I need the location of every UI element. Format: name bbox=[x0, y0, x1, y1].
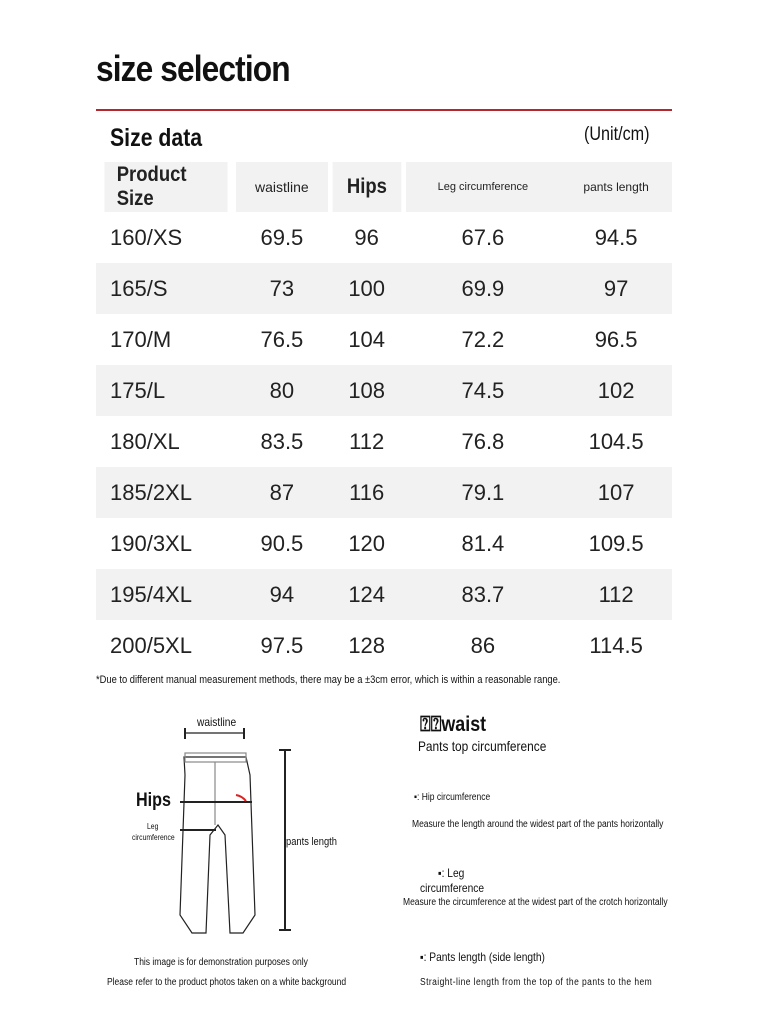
demo-note: This image is for demonstration purposes… bbox=[134, 957, 308, 968]
unit-label: (Unit/cm) bbox=[584, 124, 650, 145]
table-cell: 69.5 bbox=[260, 224, 304, 250]
table-row: 165/S 73 100 69.9 97 bbox=[96, 263, 672, 314]
disclaimer: *Due to different manual measurement met… bbox=[96, 674, 561, 686]
leg-label-2: circumference bbox=[132, 833, 175, 842]
hip-desc: Measure the length around the widest par… bbox=[412, 819, 664, 830]
table-cell: 190/3XL bbox=[110, 530, 192, 556]
table-cell: 102 bbox=[560, 365, 672, 416]
table-cell: 200/5XL bbox=[110, 632, 192, 658]
header-cell: waistline bbox=[236, 162, 328, 212]
table-cell: 96.5 bbox=[594, 326, 638, 352]
table-cell: 76.8 bbox=[461, 428, 505, 454]
table-cell: 112 bbox=[349, 428, 385, 454]
leg-title: ▪: Leg bbox=[438, 866, 465, 880]
table-cell: 112 bbox=[560, 569, 672, 620]
table-row: 195/4XL 94 124 83.7 112 bbox=[96, 569, 672, 620]
table-cell: 170/M bbox=[110, 326, 172, 352]
table-cell: 80 bbox=[236, 365, 328, 416]
table-row: 160/XS 69.5 96 67.6 94.5 bbox=[96, 212, 672, 263]
table-cell: 97 bbox=[560, 263, 672, 314]
table-row: 170/M 76.5 104 72.2 96.5 bbox=[96, 314, 672, 365]
table-cell: 69.9 bbox=[405, 263, 561, 314]
table-cell: 94.5 bbox=[594, 224, 638, 250]
table-header: Product Size waistline Hips Leg circumfe… bbox=[96, 162, 672, 212]
header-cell: pants length bbox=[560, 162, 672, 212]
hip-title: ▪: Hip circumference bbox=[414, 792, 491, 803]
table-cell: 90.5 bbox=[260, 530, 304, 556]
pants-diagram-icon bbox=[179, 728, 291, 934]
table-cell: 96 bbox=[354, 224, 379, 250]
header-cell: Hips bbox=[332, 162, 401, 212]
table-cell: 165/S bbox=[96, 263, 236, 314]
table-cell: 79.1 bbox=[405, 467, 561, 518]
waistline-label: waistline bbox=[197, 715, 237, 729]
table-cell: 160/XS bbox=[110, 224, 183, 250]
table-cell: 116 bbox=[327, 467, 406, 518]
hips-label: Hips bbox=[136, 790, 172, 811]
table-cell: 94 bbox=[236, 569, 328, 620]
table-cell: 114.5 bbox=[589, 632, 643, 658]
table-cell: 107 bbox=[560, 467, 672, 518]
table-row: 180/XL 83.5 112 76.8 104.5 bbox=[96, 416, 672, 467]
table-cell: 108 bbox=[327, 365, 406, 416]
waist-title: ⍰⍰waist bbox=[420, 713, 487, 736]
table-cell: 86 bbox=[470, 632, 496, 658]
leg-label: Leg bbox=[147, 822, 159, 831]
length-title: ▪: Pants length (side length) bbox=[420, 950, 545, 964]
table-cell: 87 bbox=[236, 467, 328, 518]
size-table: Product Size waistline Hips Leg circumfe… bbox=[96, 162, 672, 671]
length-desc: Straight-line length from the top of the… bbox=[420, 977, 653, 988]
table-cell: 175/L bbox=[96, 365, 236, 416]
table-cell: 73 bbox=[236, 263, 328, 314]
table-cell: 104 bbox=[348, 326, 386, 352]
table-cell: 180/XL bbox=[110, 428, 180, 454]
leg-desc: Measure the circumference at the widest … bbox=[403, 897, 668, 908]
table-cell: 97.5 bbox=[260, 632, 304, 658]
table-cell: 72.2 bbox=[461, 326, 505, 352]
table-row: 185/2XL 87 116 79.1 107 bbox=[96, 467, 672, 518]
section-title: Size data bbox=[110, 124, 203, 152]
table-row: 200/5XL 97.5 128 86 114.5 bbox=[96, 620, 672, 671]
table-cell: 81.4 bbox=[461, 530, 505, 556]
length-label: pants length bbox=[286, 836, 337, 848]
table-cell: 74.5 bbox=[405, 365, 561, 416]
table-cell: 83.7 bbox=[405, 569, 561, 620]
table-row: 175/L 80 108 74.5 102 bbox=[96, 365, 672, 416]
table-cell: 83.5 bbox=[260, 428, 304, 454]
header-cell: Product Size bbox=[104, 162, 228, 212]
demo-note-2: Please refer to the product photos taken… bbox=[107, 977, 347, 988]
table-cell: 195/4XL bbox=[96, 569, 236, 620]
table-cell: 128 bbox=[348, 632, 386, 658]
table-cell: 100 bbox=[327, 263, 406, 314]
header-cell: Leg circumference bbox=[405, 162, 561, 212]
waist-desc: Pants top circumference bbox=[418, 738, 547, 754]
page-title: size selection bbox=[96, 48, 291, 89]
table-cell: 185/2XL bbox=[96, 467, 236, 518]
leg-title-2: circumference bbox=[420, 881, 485, 895]
table-row: 190/3XL 90.5 120 81.4 109.5 bbox=[96, 518, 672, 569]
table-cell: 120 bbox=[348, 530, 386, 556]
table-cell: 109.5 bbox=[588, 530, 644, 556]
table-cell: 104.5 bbox=[588, 428, 644, 454]
divider bbox=[96, 109, 672, 111]
table-cell: 76.5 bbox=[260, 326, 304, 352]
table-cell: 67.6 bbox=[461, 224, 505, 250]
table-cell: 124 bbox=[327, 569, 406, 620]
